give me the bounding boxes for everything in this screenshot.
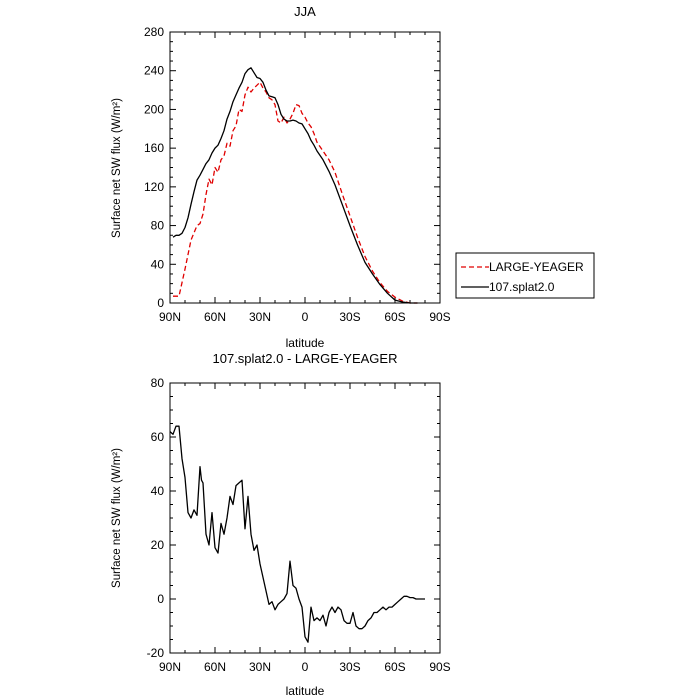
- bottom-panel: 107.splat2.0 - LARGE-YEAGER Surface net …: [111, 351, 451, 698]
- bottom-series-line-difference: [169, 425, 425, 643]
- bottom-ticks: [169, 382, 441, 654]
- top-ticks: [169, 31, 441, 304]
- top-ytick-label: 160: [144, 141, 164, 155]
- bottom-ytick-label: -20: [147, 646, 165, 660]
- top-xtick-label: 60N: [204, 310, 226, 324]
- top-xtick-label: 60S: [384, 310, 405, 324]
- top-xtick-label: 30N: [249, 310, 271, 324]
- bottom-xlabel: latitude: [286, 684, 325, 698]
- top-ytick-label: 240: [144, 64, 164, 78]
- top-ylabel: Surface net SW flux (W/m²): [111, 98, 123, 238]
- bottom-tick-labels: 90N 60N 30N 0 30S 60S 90S -20 0 20 40 60 80: [147, 376, 451, 674]
- top-ytick-label: 200: [144, 102, 164, 116]
- top-xtick-label: 30S: [339, 310, 360, 324]
- top-ytick-label: 280: [144, 25, 164, 39]
- bottom-xtick-label: 90N: [159, 660, 181, 674]
- bottom-ytick-label: 0: [157, 592, 164, 606]
- top-ytick-label: 120: [144, 180, 164, 194]
- top-tick-labels: 90N 60N 30N 0 30S 60S 90S 0 40 80 120 160 200 240 280: [144, 25, 451, 324]
- top-chart-title: JJA: [294, 4, 316, 19]
- bottom-ylabel: Surface net SW flux (W/m²): [111, 448, 123, 588]
- bottom-xtick-label: 30N: [249, 660, 271, 674]
- top-ytick-label: 0: [157, 296, 164, 310]
- legend-label-107-splat2: 107.splat2.0: [489, 280, 555, 294]
- top-panel: JJA Surface net SW flux (W/m²) latitude …: [111, 4, 451, 350]
- bottom-plot-frame: [169, 382, 441, 654]
- bottom-xtick-label: 30S: [339, 660, 360, 674]
- top-series-line-107-splat2-0: [172, 67, 418, 304]
- bottom-xtick-label: 0: [302, 660, 309, 674]
- bottom-xtick-label: 60N: [204, 660, 226, 674]
- top-ytick-label: 40: [151, 257, 165, 271]
- bottom-ytick-label: 60: [151, 430, 165, 444]
- bottom-xtick-label: 90S: [429, 660, 450, 674]
- bottom-chart-title: 107.splat2.0 - LARGE-YEAGER: [213, 351, 398, 366]
- bottom-ytick-label: 20: [151, 538, 165, 552]
- top-xtick-label: 90N: [159, 310, 181, 324]
- legend: LARGE-YEAGER 107.splat2.0: [455, 252, 595, 299]
- legend-label-large-yeager: LARGE-YEAGER: [489, 260, 584, 274]
- bottom-xtick-label: 60S: [384, 660, 405, 674]
- legend-box: [455, 252, 595, 299]
- bottom-ytick-label: 40: [151, 484, 165, 498]
- bottom-series-lines: [169, 425, 425, 643]
- top-ytick-label: 80: [151, 219, 165, 233]
- top-xlabel: latitude: [286, 336, 325, 350]
- top-plot-frame: [169, 31, 441, 304]
- top-series-lines: [172, 67, 418, 304]
- top-series-line-large-yeager: [173, 81, 418, 304]
- top-xtick-label: 0: [302, 310, 309, 324]
- top-xtick-label: 90S: [429, 310, 450, 324]
- bottom-ytick-label: 80: [151, 376, 165, 390]
